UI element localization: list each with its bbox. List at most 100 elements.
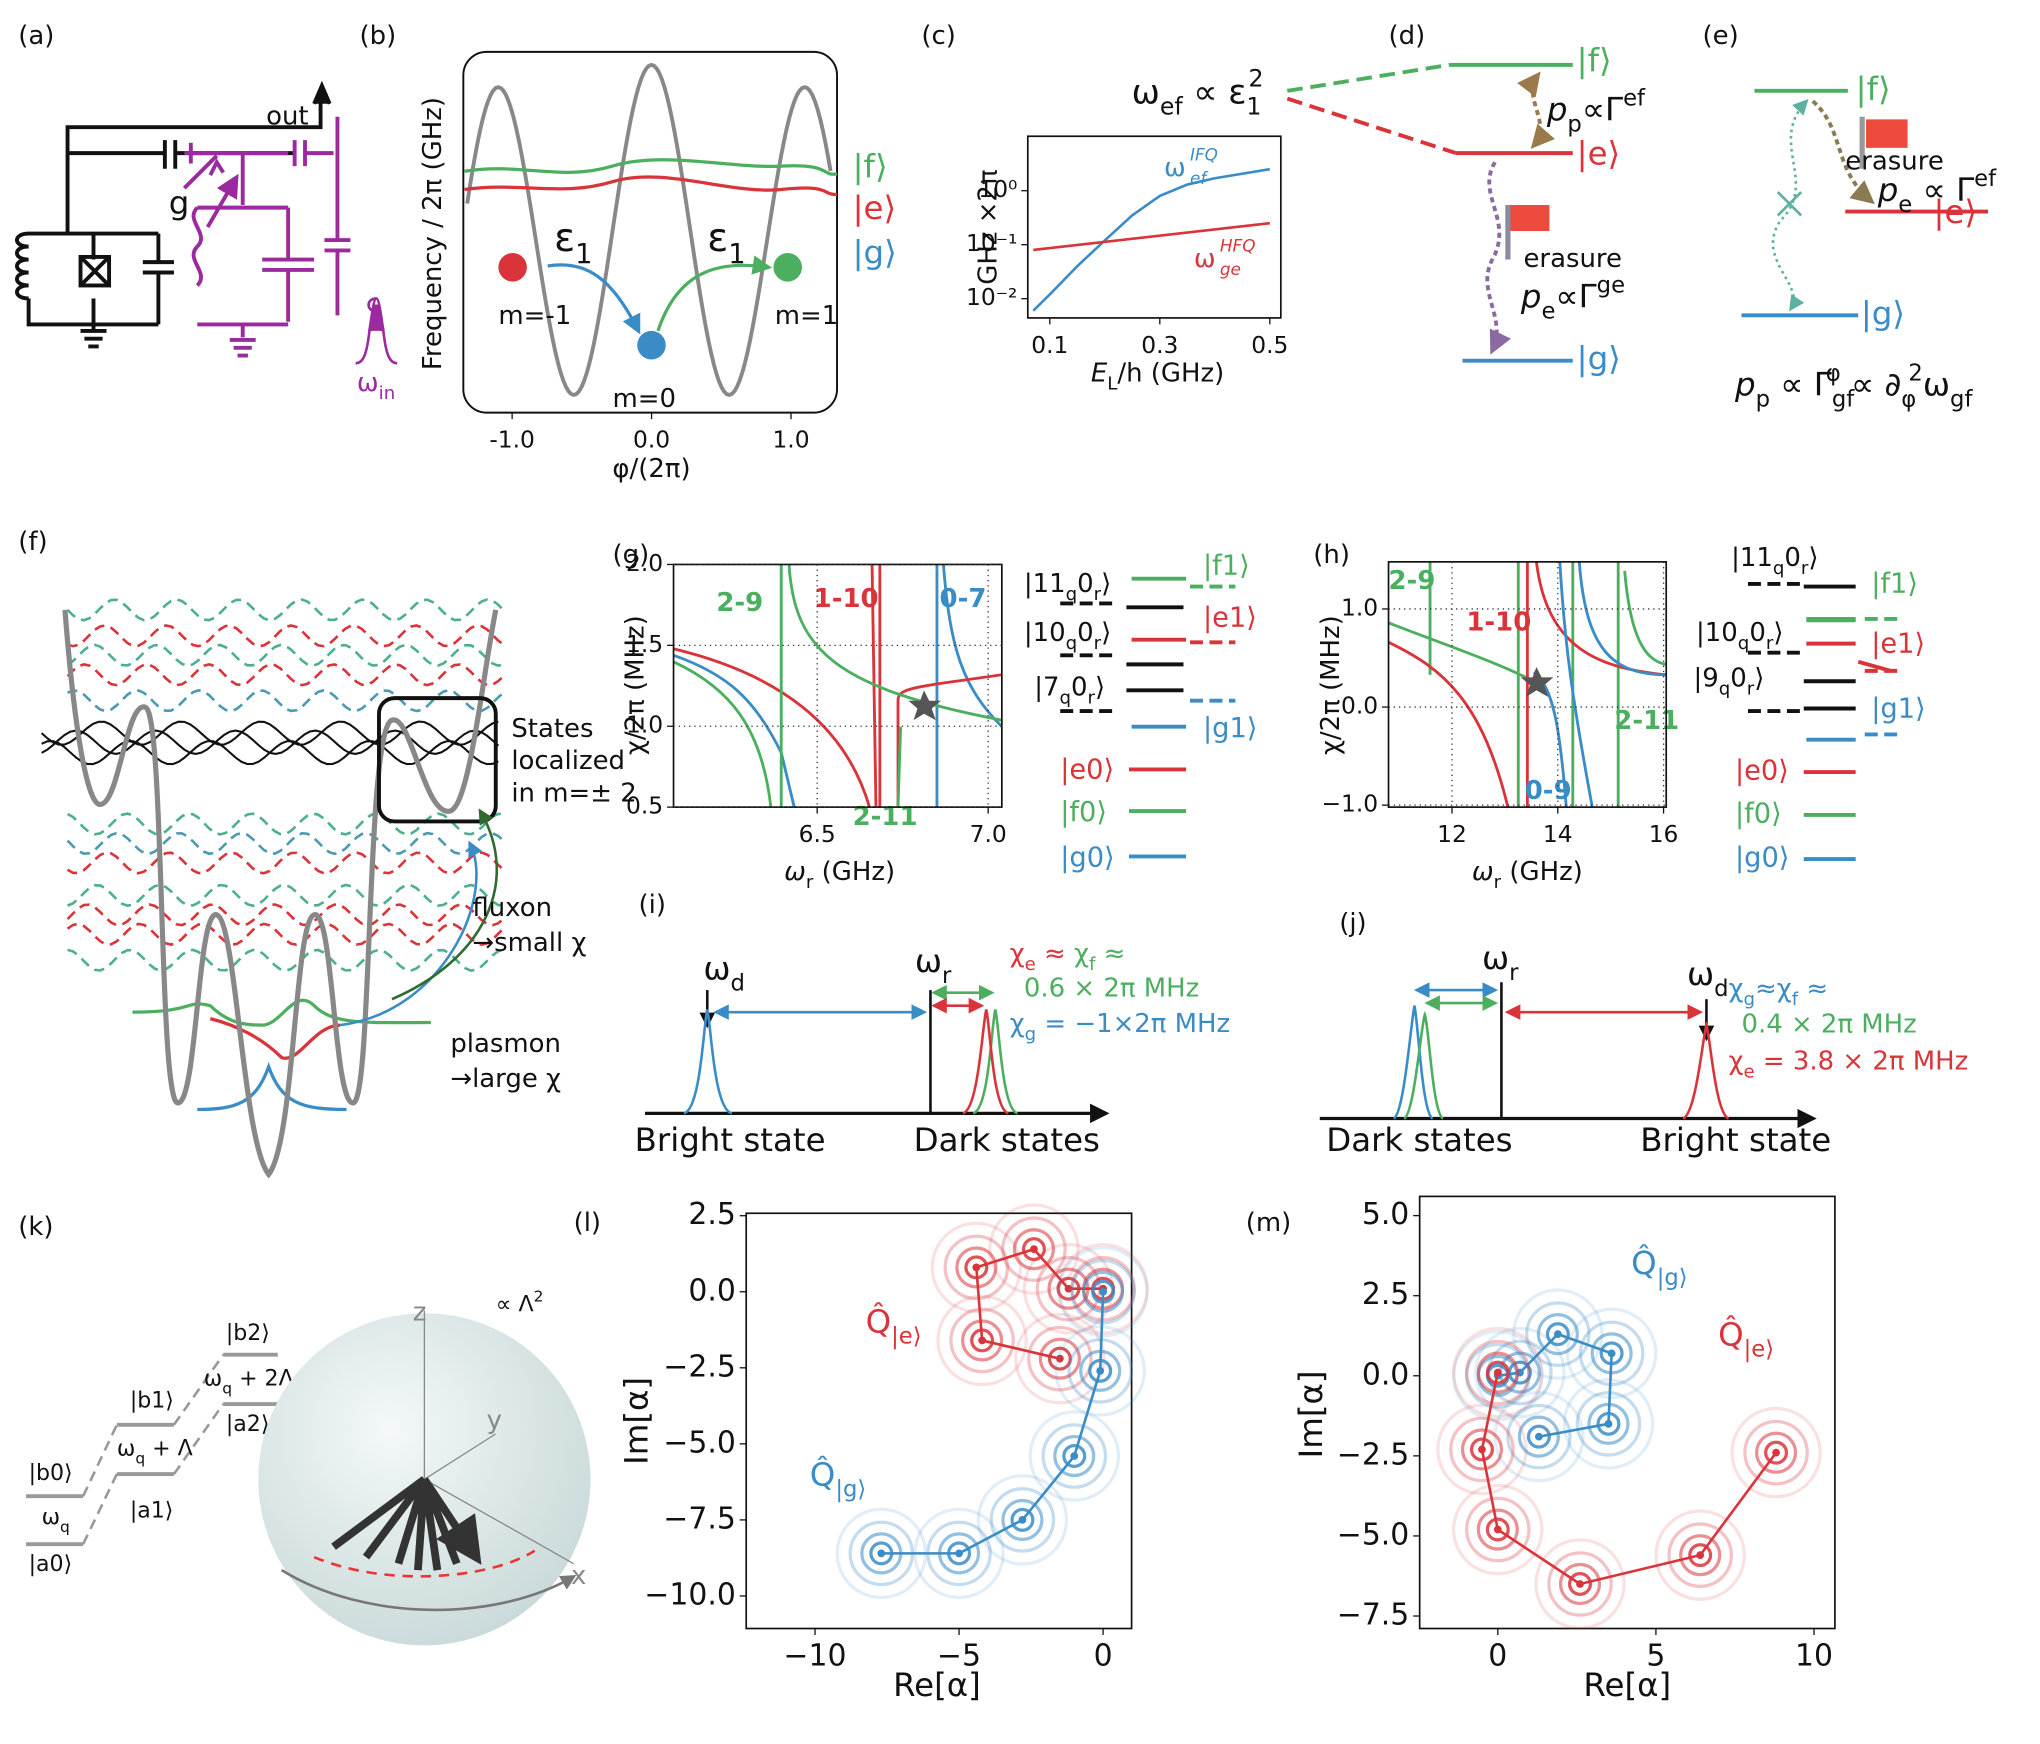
state-dot	[773, 253, 802, 282]
contour	[1469, 1437, 1494, 1462]
state-dot	[637, 330, 666, 360]
state-label: |f0⟩	[1735, 798, 1782, 829]
level-legend: |11q0r⟩ |10q0r⟩ |9q0r⟩ |f1⟩ |e1⟩ |g1⟩ |e0⟩ |f0⟩…	[1693, 542, 1925, 873]
shift-label: χe ≈ χf ≈	[1010, 938, 1126, 974]
spectrum	[1319, 982, 1817, 1129]
state-label: |g⟩	[853, 233, 897, 271]
contour	[1452, 1326, 1544, 1419]
x-tick-label: 0.1	[1031, 331, 1068, 359]
series-label: ef	[1190, 168, 1209, 188]
x-tick-label: 7.0	[970, 820, 1007, 848]
x-axis-label: EL/h (GHz)	[1091, 358, 1224, 394]
wave	[197, 1061, 347, 1112]
series-label: Q̂|e⟩	[1718, 1316, 1774, 1363]
state-label: |g1⟩	[1203, 713, 1257, 744]
y-tick-label: −7.5	[1337, 1598, 1409, 1633]
contour	[1460, 1428, 1504, 1471]
y-tick-label: 1.0	[626, 711, 663, 739]
contour	[1526, 1424, 1551, 1449]
level-label: |a2⟩	[226, 1412, 270, 1437]
y-tick-label: 10⁻¹	[966, 229, 1017, 257]
ladder-labels: |b2⟩ |b1⟩ |b0⟩ |a0⟩ |a1⟩ |a2⟩ ωq ωq + Λ …	[29, 1287, 544, 1577]
x-axis-label: φ/(2π)	[612, 454, 690, 484]
series-label: Q̂|g⟩	[1631, 1244, 1687, 1291]
coupling: ε1	[554, 216, 592, 270]
state-label: |f0⟩	[1060, 797, 1107, 828]
wave	[132, 998, 431, 1027]
resonator-label: ωr	[915, 942, 952, 988]
contour	[949, 1307, 1015, 1374]
x-tick-label: 14	[1543, 820, 1573, 848]
y-tick-label: −7.5	[663, 1501, 735, 1536]
state-label: |g0⟩	[1060, 843, 1114, 874]
y-tick-label: 10⁰	[978, 175, 1017, 203]
annotation: 2-9	[1389, 566, 1436, 596]
bloch-vectors	[280, 1310, 577, 1612]
well-label: m=0	[613, 384, 677, 414]
level-label: |a0⟩	[29, 1552, 73, 1577]
contour	[989, 1487, 1056, 1553]
contour	[1730, 1406, 1822, 1499]
wave	[40, 720, 499, 746]
coupling: ε1	[707, 216, 745, 270]
spectrum	[644, 984, 1110, 1124]
axes-frame	[1387, 561, 1668, 808]
circuit	[15, 80, 398, 365]
axis-label: x	[571, 1561, 586, 1591]
contour	[1010, 1507, 1035, 1532]
level-label: |10q0r⟩	[1024, 618, 1111, 654]
contour	[1485, 1517, 1510, 1542]
state-label: |g⟩	[1577, 340, 1621, 378]
state-label: |g0⟩	[1735, 843, 1789, 874]
wave	[66, 598, 505, 622]
drive-label: ωin	[357, 367, 395, 403]
contour	[1575, 1391, 1642, 1457]
contour	[1545, 1322, 1570, 1347]
annotation: 2-9	[716, 588, 763, 618]
well-label: m=1	[775, 301, 839, 331]
state-label: |e⟩	[1934, 193, 1978, 231]
contour	[1449, 1416, 1515, 1483]
panel-label: (h)	[1313, 540, 1350, 570]
panel-frame	[462, 50, 839, 414]
axis-caption: Dark states	[1326, 1121, 1512, 1159]
y-tick-label: 1.5	[626, 630, 663, 658]
axis-label: z	[413, 1298, 427, 1328]
level-label: |10q0r⟩	[1696, 618, 1783, 654]
level-legend: |11q0r⟩ |10q0r⟩ |7q0r⟩ |f1⟩ |e1⟩ |g1⟩ |e0⟩ |f0⟩…	[1024, 551, 1258, 874]
annotation-line: States	[511, 714, 593, 744]
level-label: |9q0r⟩	[1693, 663, 1764, 699]
contour	[1764, 1440, 1789, 1465]
contour	[1679, 1534, 1722, 1577]
panel-label: (c)	[921, 21, 956, 51]
contour	[1688, 1543, 1713, 1568]
y-tick-label: −2.5	[1337, 1437, 1409, 1472]
state-dot	[498, 253, 527, 282]
potential	[464, 62, 838, 397]
shift-label: χe = 3.8 × 2π MHz	[1729, 1046, 1969, 1082]
y-tick-label: 0.5	[626, 792, 663, 820]
wave	[66, 903, 505, 927]
contour	[955, 1246, 998, 1289]
contour	[1047, 1346, 1072, 1371]
x-tick-label: 0.5	[1251, 331, 1288, 359]
contour	[1057, 1246, 1149, 1338]
contour	[930, 1221, 1023, 1314]
series-label: ω	[1164, 153, 1186, 183]
panel-label: (i)	[639, 890, 666, 920]
y-tick-label: 2.0	[626, 549, 663, 577]
state-label: |g1⟩	[1871, 693, 1925, 724]
x-tick-label: 1.0	[772, 426, 809, 454]
axes-frame	[1418, 1195, 1836, 1630]
wave	[67, 624, 505, 648]
panel-label: (l)	[574, 1208, 601, 1238]
annotation: 1-10	[814, 584, 879, 614]
contour	[936, 1294, 1028, 1387]
y-tick-label: −5.0	[1337, 1517, 1409, 1552]
wave	[66, 922, 505, 947]
annotation-line: plasmon	[450, 1029, 561, 1059]
contour	[1436, 1403, 1528, 1496]
x-tick-label: 0.0	[633, 426, 670, 454]
legend-entry: ω IFQ ef	[1164, 145, 1218, 188]
state-label: |e1⟩	[1871, 628, 1925, 659]
